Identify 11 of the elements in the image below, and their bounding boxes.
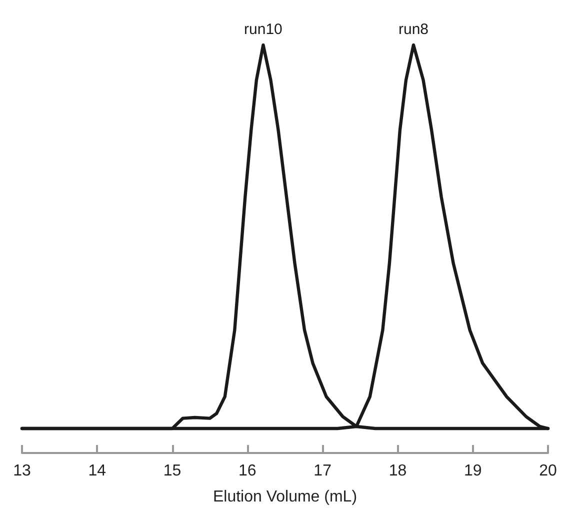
x-tick-label: 14 bbox=[88, 462, 106, 480]
x-tick-label: 19 bbox=[464, 462, 482, 480]
x-tick-label: 18 bbox=[388, 462, 407, 480]
series-label: run10 bbox=[244, 21, 282, 38]
x-tick-label: 16 bbox=[238, 462, 256, 480]
x-tick-label: 20 bbox=[539, 462, 557, 480]
x-tick-label: 15 bbox=[163, 462, 182, 480]
x-tick-label: 17 bbox=[314, 462, 332, 480]
x-tick-label: 13 bbox=[13, 462, 31, 480]
x-axis-title: Elution Volume (mL) bbox=[212, 488, 358, 506]
series-label: run8 bbox=[398, 21, 429, 38]
